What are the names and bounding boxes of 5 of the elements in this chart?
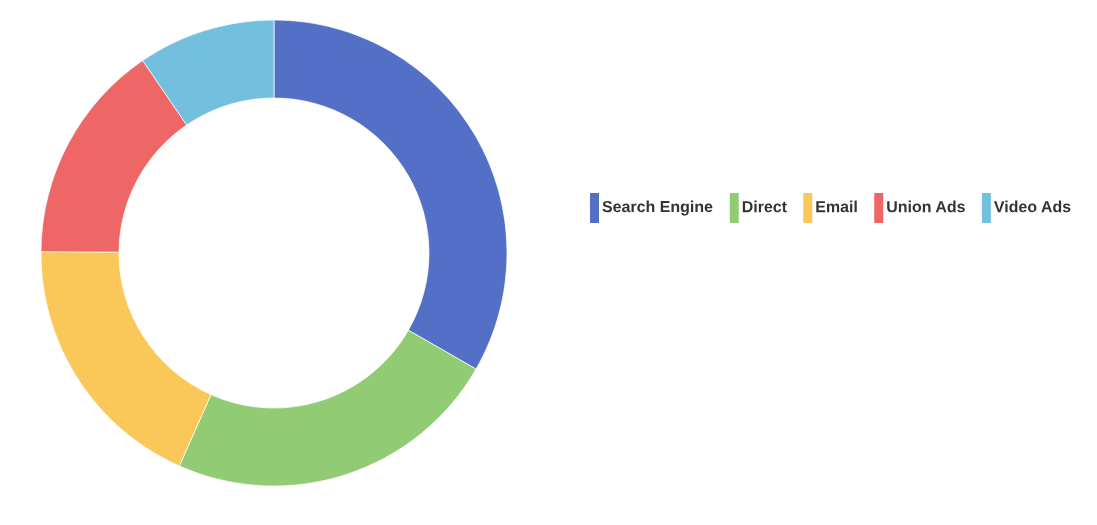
legend-label: Direct <box>742 200 787 213</box>
legend-label: Video Ads <box>993 200 1071 213</box>
legend-label: Search Engine <box>602 200 713 216</box>
legend-label: Union Ads <box>887 200 965 213</box>
legend-label: Email <box>816 200 857 213</box>
